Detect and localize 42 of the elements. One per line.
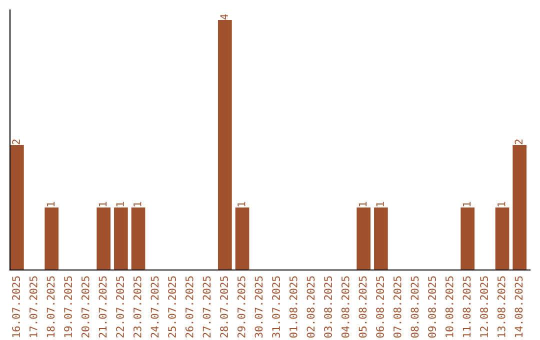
data-label: 1: [46, 202, 54, 206]
x-tick-label: 14.08.2025: [514, 276, 523, 338]
x-tick-label: 16.07.2025: [12, 276, 20, 338]
x-tick-label: 08.08.2025: [410, 276, 419, 338]
data-label: 1: [376, 202, 384, 206]
x-tick-label: 06.08.2025: [376, 276, 384, 338]
x-tick-label: 28.07.2025: [220, 276, 228, 338]
data-label: 4: [220, 14, 228, 20]
data-label: 1: [358, 202, 366, 206]
x-tick-label: 30.07.2025: [254, 276, 263, 338]
x-tick-label: 02.08.2025: [306, 276, 315, 338]
data-label: 1: [116, 202, 124, 206]
x-tick-label: 05.08.2025: [358, 276, 367, 338]
x-tick-label: 10.08.2025: [445, 276, 454, 338]
data-label: 2: [514, 140, 522, 144]
x-tick-label: 21.07.2025: [98, 276, 107, 338]
x-tick-label: 18.07.2025: [46, 276, 55, 338]
data-label: 1: [498, 202, 506, 206]
data-label: 2: [12, 140, 20, 144]
x-tick-label: 07.08.2025: [393, 276, 402, 338]
x-tick-label: 23.07.2025: [133, 276, 142, 338]
x-tick-label: 25.07.2025: [168, 276, 176, 338]
x-tick-label: 19.07.2025: [64, 276, 72, 338]
x-tick-label: 17.07.2025: [29, 276, 38, 338]
x-tick-label: 22.07.2025: [116, 276, 124, 338]
x-tick-label: 27.07.2025: [202, 276, 211, 338]
x-tick-label: 29.07.2025: [237, 276, 246, 338]
data-label: 1: [462, 202, 470, 206]
data-label: 1: [134, 202, 142, 206]
x-tick-label: 12.08.2025: [480, 276, 488, 338]
x-tick-label: 24.07.2025: [150, 276, 159, 338]
x-tick-label: 13.08.2025: [497, 276, 506, 338]
x-tick-label: 20.07.2025: [81, 276, 90, 338]
x-tick-label: 03.08.2025: [324, 276, 332, 338]
x-tick-label: 26.07.2025: [185, 276, 194, 338]
x-tick-label: 09.08.2025: [428, 276, 436, 338]
data-label: 1: [238, 202, 246, 206]
x-tick-label: 01.08.2025: [289, 276, 298, 338]
x-tick-label: 11.08.2025: [462, 276, 471, 338]
x-tick-label: 04.08.2025: [341, 276, 350, 338]
x-tick-label: 31.07.2025: [272, 276, 280, 338]
data-label: 1: [98, 202, 106, 206]
